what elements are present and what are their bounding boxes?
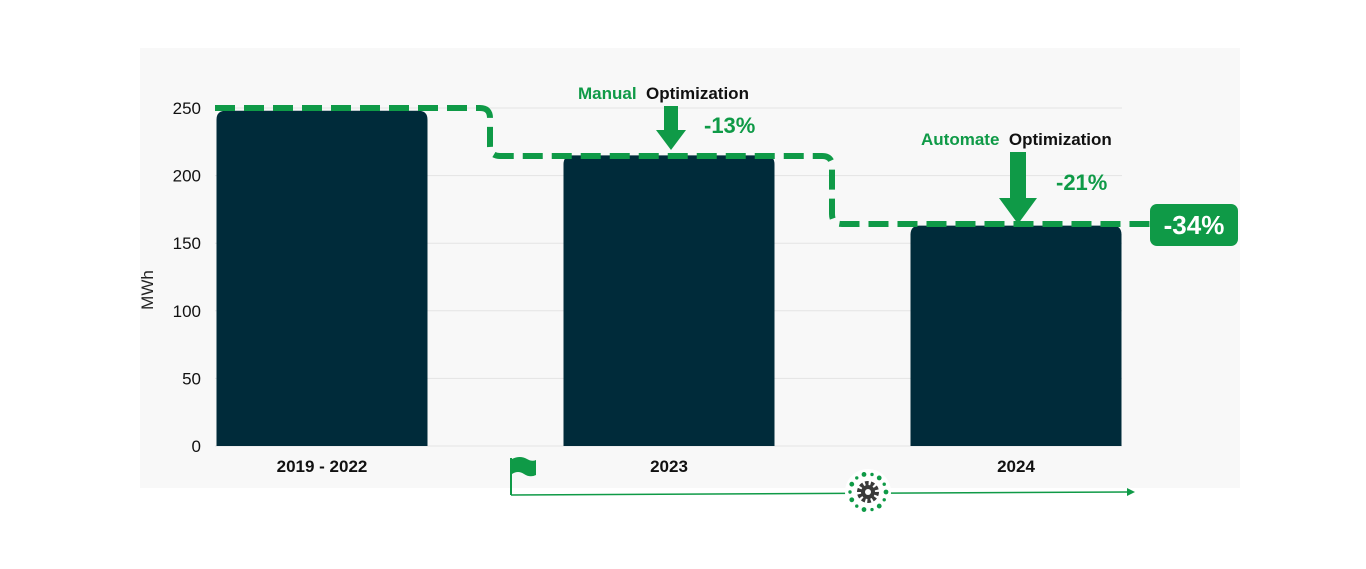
y-axis-title: MWh — [138, 270, 157, 310]
manual-optimization-label: Manual Optimization — [578, 84, 749, 103]
trend-dashed-line — [215, 105, 1152, 227]
automate-optimization-label: Automate Optimization — [921, 130, 1112, 149]
gear-ring-dot — [870, 472, 874, 477]
x-axis: 2019 - 2022 2023 2024 — [277, 457, 1036, 476]
gear-icon — [845, 469, 891, 515]
automate-reduction-pct: -21% — [1056, 170, 1107, 195]
manual-down-arrow-icon — [656, 106, 686, 150]
gear-ring-dot — [855, 504, 859, 508]
y-tick-label: 250 — [173, 99, 201, 118]
y-tick-label: 0 — [192, 437, 201, 456]
gear-ring-dot — [849, 497, 855, 503]
gear-ring-dot — [876, 503, 882, 509]
optimization-label-1: Optimization — [646, 84, 749, 103]
total-reduction-pct: -34% — [1164, 210, 1225, 240]
y-tick-label: 100 — [173, 302, 201, 321]
gear-ring-dot — [870, 507, 874, 512]
bar — [216, 110, 428, 446]
gear-ring-dot — [861, 472, 867, 477]
manual-label: Manual — [578, 84, 637, 103]
arrow-right-icon — [1127, 488, 1135, 496]
gear-ring-dot — [883, 489, 889, 495]
gear-ring-dot — [849, 481, 855, 487]
gear-ring-dot — [848, 490, 852, 494]
manual-reduction-pct: -13% — [704, 113, 755, 138]
bar — [910, 225, 1122, 446]
gear-ring-dot — [876, 475, 882, 481]
optimization-label-2: Optimization — [1009, 130, 1112, 149]
bar — [563, 155, 775, 446]
bar-layer — [216, 110, 1122, 446]
y-tick-label: 200 — [173, 167, 201, 186]
timeline-line — [510, 491, 1129, 496]
x-tick-label: 2023 — [650, 457, 688, 476]
y-tick-label: 150 — [173, 234, 201, 253]
gear-ring-dot — [855, 476, 859, 480]
y-axis: 0 50 100 150 200 250 — [173, 99, 201, 456]
automate-down-arrow-icon — [999, 152, 1037, 224]
y-tick-label: 50 — [182, 369, 201, 388]
total-reduction-badge: -34% — [1150, 204, 1238, 246]
x-tick-label: 2024 — [997, 457, 1035, 476]
timeline — [510, 457, 1135, 515]
automate-label: Automate — [921, 130, 999, 149]
flag-icon — [510, 457, 536, 495]
gear-ring-dot — [861, 507, 867, 512]
x-tick-label: 2019 - 2022 — [277, 457, 368, 476]
gear-ring-dot — [882, 482, 886, 486]
gear-ring-dot — [882, 498, 886, 502]
